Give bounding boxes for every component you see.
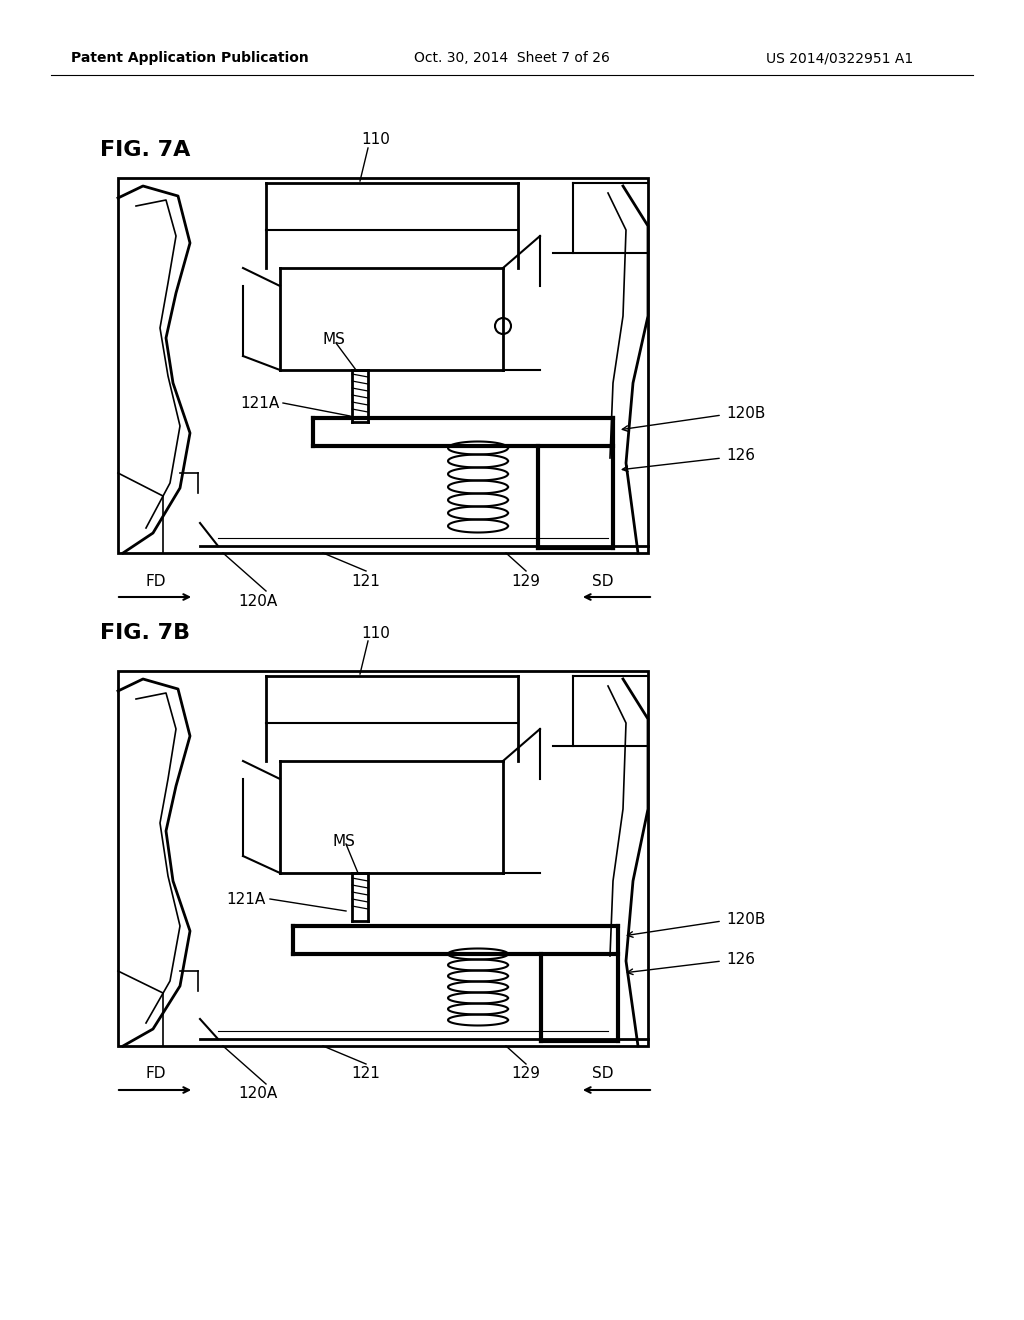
Text: 121: 121 [351,1067,381,1081]
Bar [118,671,648,1045]
Text: 120B: 120B [726,912,765,927]
Text: 121A: 121A [226,891,266,907]
Text: SD: SD [592,573,613,589]
Text: MS: MS [333,833,356,849]
Text: Patent Application Publication: Patent Application Publication [71,51,309,65]
Text: MS: MS [323,333,346,347]
Text: 121A: 121A [241,396,280,411]
Text: 126: 126 [726,952,755,966]
Text: 110: 110 [361,626,390,640]
Text: FD: FD [145,573,166,589]
Bar [118,178,648,553]
Text: 121: 121 [351,573,381,589]
Text: US 2014/0322951 A1: US 2014/0322951 A1 [766,51,913,65]
Text: SD: SD [592,1067,613,1081]
Text: FIG. 7A: FIG. 7A [100,140,190,160]
Text: 129: 129 [512,1067,541,1081]
Text: 126: 126 [726,449,755,463]
Text: Oct. 30, 2014  Sheet 7 of 26: Oct. 30, 2014 Sheet 7 of 26 [414,51,610,65]
Text: 120B: 120B [726,405,765,421]
Text: FIG. 7B: FIG. 7B [100,623,190,643]
Text: 120A: 120A [239,594,278,609]
Text: 110: 110 [361,132,390,148]
Text: FD: FD [145,1067,166,1081]
Text: 120A: 120A [239,1086,278,1101]
Text: 129: 129 [512,573,541,589]
